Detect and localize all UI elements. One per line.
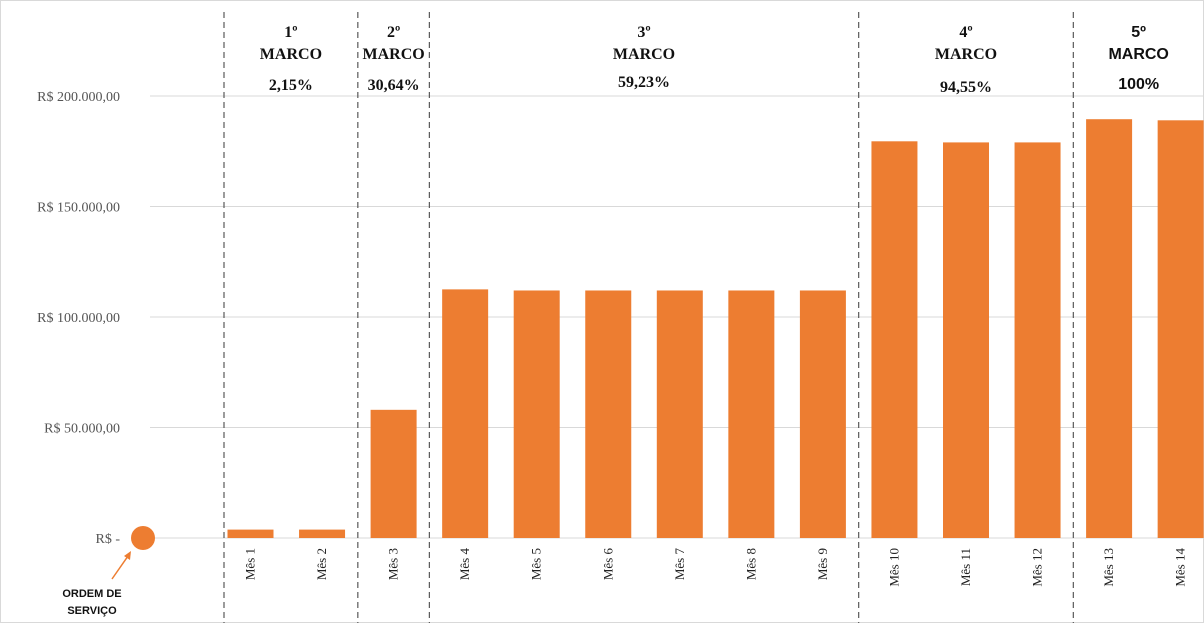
milestone-title: MARCO (260, 46, 322, 63)
x-tick-label: Mês 7 (672, 548, 687, 581)
milestone-title: MARCO (362, 46, 424, 63)
y-tick-label: R$ 100.000,00 (37, 311, 120, 326)
milestone-number: 3º (637, 24, 650, 41)
bar (299, 529, 346, 538)
bar (728, 290, 775, 538)
milestone-percent: 94,55% (940, 79, 992, 96)
y-tick-label: R$ 150.000,00 (37, 201, 120, 216)
ordem-de-servico-marker (131, 526, 155, 550)
y-tick-label: R$ 50.000,00 (44, 422, 120, 437)
x-tick-label: Mês 14 (1173, 548, 1188, 587)
x-tick-label: Mês 2 (314, 548, 329, 580)
x-tick-label: Mês 9 (815, 548, 830, 580)
x-tick-label: Mês 6 (600, 548, 615, 581)
y-tick-label: R$ - (96, 532, 121, 547)
milestone-number: 1º (284, 24, 297, 41)
bar (943, 142, 989, 538)
x-tick-label: Mês 8 (743, 548, 758, 580)
milestone-number: 4º (959, 24, 972, 41)
origin-arrowhead (124, 551, 131, 560)
bar (227, 529, 274, 538)
bar (442, 289, 489, 538)
bar (799, 290, 846, 538)
milestone-percent: 100% (1118, 76, 1159, 93)
origin-marker: ORDEM DE SERVIÇO (62, 526, 155, 617)
bar (1086, 119, 1133, 538)
x-tick-label: Mês 4 (457, 548, 472, 581)
x-tick-label: Mês 10 (886, 548, 901, 587)
milestone-percent: 59,23% (618, 74, 670, 91)
bar (1157, 120, 1204, 538)
x-tick-label: Mês 5 (529, 548, 544, 580)
x-tick-label: Mês 3 (386, 548, 401, 580)
x-tick-label: Mês 1 (243, 548, 258, 580)
y-axis-ticks: R$ - R$ 50.000,00 R$ 100.000,00 R$ 150.000,… (37, 90, 120, 547)
milestone-number: 2º (387, 24, 400, 41)
milestone-number: 5º (1131, 24, 1146, 41)
x-tick-label: Mês 12 (1030, 548, 1045, 587)
x-tick-label: Mês 11 (958, 548, 973, 586)
x-axis-ticks: Mês 1 Mês 2 Mês 3 Mês 4 Mês 5 Mês 6 Mês 7 Mês 8… (243, 548, 1188, 587)
bars (227, 119, 1204, 538)
bar (370, 409, 417, 538)
milestone-title: MARCO (613, 46, 675, 63)
milestone-dividers (223, 12, 1074, 623)
origin-arrow-line (111, 555, 129, 580)
milestone-headers: 1º MARCO 2,15% 2º MARCO 30,64% 3º MARCO 59,23% 4º… (260, 24, 1169, 96)
milestone-title: MARCO (935, 46, 997, 63)
ordem-de-servico-label-2: SERVIÇO (67, 605, 117, 617)
milestone-title: MARCO (1108, 46, 1168, 63)
bar (871, 141, 918, 538)
bar (1014, 142, 1061, 538)
ordem-de-servico-label-1: ORDEM DE (62, 588, 121, 600)
bar (585, 290, 632, 538)
x-tick-label: Mês 13 (1101, 548, 1116, 587)
bar (656, 290, 703, 538)
milestone-percent: 2,15% (269, 77, 313, 94)
milestone-percent: 30,64% (368, 77, 420, 94)
y-tick-label: R$ 200.000,00 (37, 90, 120, 105)
bar (513, 290, 560, 538)
